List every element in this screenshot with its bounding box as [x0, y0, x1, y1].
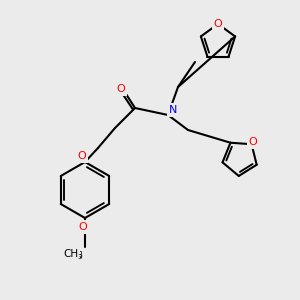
Text: O: O [117, 84, 125, 94]
Text: O: O [214, 19, 222, 29]
Text: N: N [169, 105, 177, 115]
Text: 3: 3 [78, 251, 82, 260]
Text: O: O [248, 137, 257, 147]
Text: O: O [248, 137, 257, 147]
Text: N: N [169, 105, 177, 115]
Text: O: O [78, 151, 86, 161]
Text: 3: 3 [78, 254, 82, 260]
Text: O: O [214, 19, 222, 29]
Text: O: O [79, 222, 87, 232]
Text: O: O [78, 151, 86, 161]
Text: CH: CH [63, 249, 79, 259]
Text: O: O [117, 84, 125, 94]
Text: CH: CH [61, 248, 76, 258]
Text: O: O [79, 222, 87, 232]
